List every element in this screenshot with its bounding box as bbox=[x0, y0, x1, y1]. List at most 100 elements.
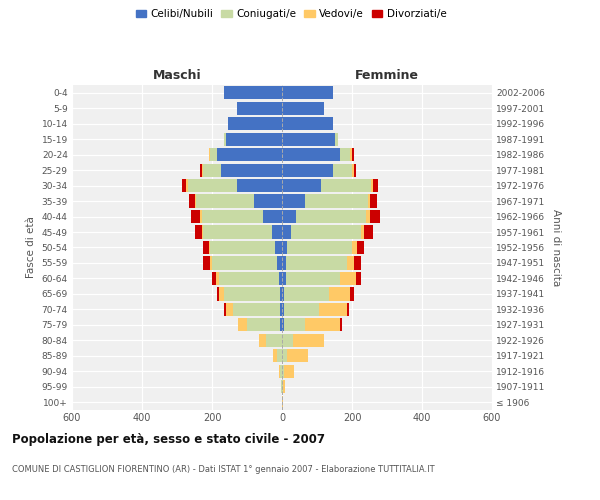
Bar bbox=[370, 210, 380, 223]
Bar bbox=[354, 256, 361, 270]
Bar bbox=[352, 241, 357, 254]
Bar bbox=[282, 102, 324, 115]
Y-axis label: Fasce di età: Fasce di età bbox=[26, 216, 36, 278]
Bar bbox=[282, 288, 284, 300]
Bar bbox=[282, 350, 287, 362]
Bar bbox=[282, 86, 333, 100]
Bar bbox=[282, 179, 320, 192]
Bar bbox=[210, 148, 217, 161]
Text: Femmine: Femmine bbox=[355, 68, 419, 82]
Bar bbox=[329, 288, 350, 300]
Bar bbox=[202, 226, 203, 238]
Bar bbox=[352, 148, 354, 161]
Bar bbox=[224, 132, 226, 145]
Bar bbox=[226, 303, 233, 316]
Bar bbox=[282, 334, 293, 347]
Bar bbox=[212, 256, 277, 270]
Bar bbox=[350, 288, 354, 300]
Bar bbox=[263, 210, 282, 223]
Bar bbox=[352, 164, 354, 176]
Bar bbox=[209, 148, 210, 161]
Bar bbox=[194, 194, 196, 207]
Bar bbox=[282, 272, 286, 285]
Bar bbox=[333, 164, 352, 176]
Bar bbox=[364, 226, 373, 238]
Bar bbox=[238, 318, 247, 332]
Bar bbox=[305, 194, 368, 207]
Bar bbox=[281, 380, 282, 394]
Bar bbox=[210, 241, 275, 254]
Bar bbox=[187, 179, 236, 192]
Bar bbox=[282, 241, 287, 254]
Bar bbox=[282, 318, 284, 332]
Bar bbox=[236, 102, 282, 115]
Bar bbox=[277, 256, 282, 270]
Bar bbox=[224, 86, 282, 100]
Bar bbox=[293, 334, 324, 347]
Bar bbox=[282, 226, 291, 238]
Bar bbox=[282, 303, 284, 316]
Bar bbox=[280, 288, 282, 300]
Bar bbox=[224, 288, 280, 300]
Bar bbox=[280, 303, 282, 316]
Bar bbox=[219, 288, 224, 300]
Bar bbox=[282, 396, 283, 409]
Bar bbox=[266, 334, 282, 347]
Bar bbox=[203, 226, 271, 238]
Bar bbox=[194, 226, 202, 238]
Bar bbox=[210, 256, 212, 270]
Bar bbox=[373, 179, 378, 192]
Bar bbox=[280, 364, 282, 378]
Bar bbox=[370, 194, 377, 207]
Bar bbox=[200, 210, 202, 223]
Bar bbox=[254, 194, 282, 207]
Bar bbox=[347, 256, 354, 270]
Bar bbox=[259, 334, 266, 347]
Bar bbox=[282, 117, 333, 130]
Bar bbox=[273, 350, 277, 362]
Bar bbox=[215, 272, 219, 285]
Bar bbox=[350, 148, 352, 161]
Bar bbox=[203, 256, 210, 270]
Text: Maschi: Maschi bbox=[152, 68, 202, 82]
Bar bbox=[224, 303, 226, 316]
Bar bbox=[340, 272, 355, 285]
Bar bbox=[275, 241, 282, 254]
Bar bbox=[233, 303, 280, 316]
Bar bbox=[217, 288, 219, 300]
Bar bbox=[371, 179, 373, 192]
Bar bbox=[209, 241, 210, 254]
Bar bbox=[277, 350, 282, 362]
Bar bbox=[286, 272, 340, 285]
Bar bbox=[282, 132, 335, 145]
Bar bbox=[357, 241, 364, 254]
Bar bbox=[203, 164, 221, 176]
Bar bbox=[355, 272, 361, 285]
Bar bbox=[203, 241, 209, 254]
Bar bbox=[271, 226, 282, 238]
Bar bbox=[286, 256, 347, 270]
Bar bbox=[340, 148, 350, 161]
Bar bbox=[247, 318, 280, 332]
Y-axis label: Anni di nascita: Anni di nascita bbox=[551, 209, 561, 286]
Bar bbox=[287, 241, 352, 254]
Bar bbox=[219, 272, 278, 285]
Bar bbox=[196, 194, 254, 207]
Bar bbox=[284, 303, 319, 316]
Bar bbox=[182, 179, 186, 192]
Bar bbox=[283, 380, 285, 394]
Text: Popolazione per età, sesso e stato civile - 2007: Popolazione per età, sesso e stato civil… bbox=[12, 432, 325, 446]
Bar bbox=[202, 210, 263, 223]
Bar bbox=[226, 132, 282, 145]
Bar bbox=[282, 210, 296, 223]
Bar bbox=[284, 364, 294, 378]
Bar bbox=[320, 179, 371, 192]
Bar bbox=[347, 303, 349, 316]
Bar bbox=[228, 117, 282, 130]
Bar bbox=[305, 318, 340, 332]
Bar bbox=[189, 194, 194, 207]
Bar bbox=[368, 194, 370, 207]
Bar bbox=[278, 364, 280, 378]
Bar bbox=[217, 148, 282, 161]
Bar bbox=[278, 272, 282, 285]
